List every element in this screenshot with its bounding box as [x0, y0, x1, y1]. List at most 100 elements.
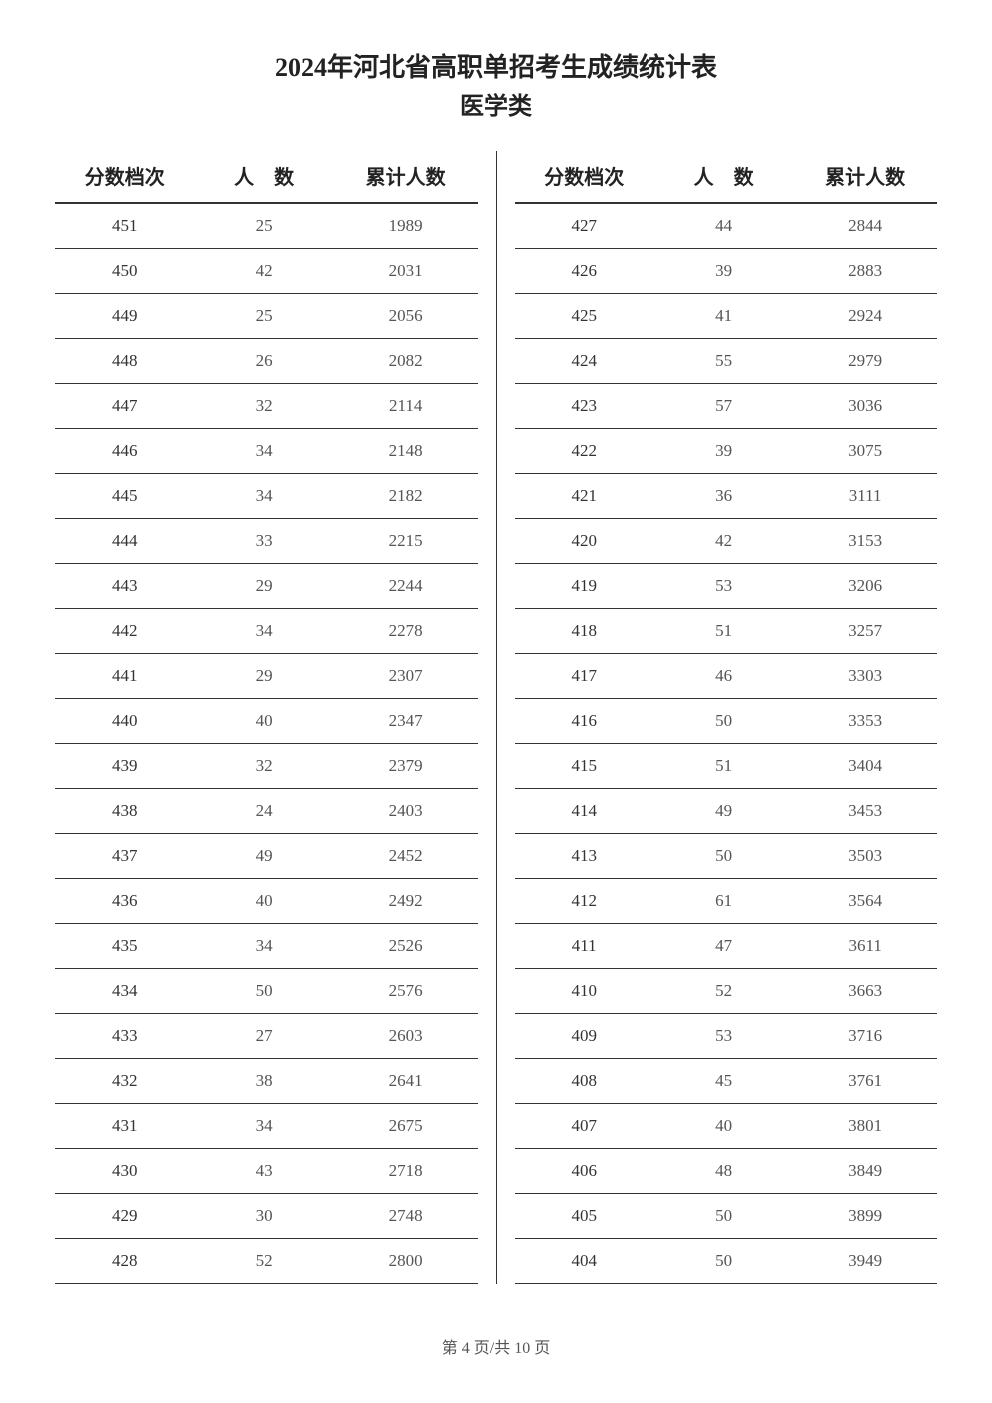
table-row: 420423153 — [515, 519, 938, 564]
header-count: 人 数 — [194, 151, 333, 203]
table-row: 417463303 — [515, 654, 938, 699]
count-cell: 52 — [194, 1239, 333, 1284]
table-row: 437492452 — [55, 834, 478, 879]
cumulative-cell: 3801 — [793, 1104, 937, 1149]
cumulative-cell: 2307 — [334, 654, 478, 699]
cumulative-cell: 2244 — [334, 564, 478, 609]
cumulative-cell: 2748 — [334, 1194, 478, 1239]
count-cell: 43 — [194, 1149, 333, 1194]
count-cell: 34 — [194, 429, 333, 474]
cumulative-cell: 2347 — [334, 699, 478, 744]
table-row: 450422031 — [55, 249, 478, 294]
count-cell: 50 — [654, 1239, 793, 1284]
score-cell: 451 — [55, 203, 194, 249]
score-cell: 413 — [515, 834, 654, 879]
count-cell: 32 — [194, 744, 333, 789]
count-cell: 55 — [654, 339, 793, 384]
cumulative-cell: 2082 — [334, 339, 478, 384]
score-cell: 434 — [55, 969, 194, 1014]
cumulative-cell: 3453 — [793, 789, 937, 834]
table-row: 414493453 — [515, 789, 938, 834]
cumulative-cell: 2182 — [334, 474, 478, 519]
cumulative-cell: 2403 — [334, 789, 478, 834]
cumulative-cell: 2148 — [334, 429, 478, 474]
cumulative-cell: 2215 — [334, 519, 478, 564]
score-cell: 447 — [55, 384, 194, 429]
cumulative-cell: 1989 — [334, 203, 478, 249]
score-cell: 427 — [515, 203, 654, 249]
cumulative-cell: 3153 — [793, 519, 937, 564]
count-cell: 48 — [654, 1149, 793, 1194]
cumulative-cell: 3849 — [793, 1149, 937, 1194]
count-cell: 50 — [654, 834, 793, 879]
score-cell: 428 — [55, 1239, 194, 1284]
count-cell: 34 — [194, 1104, 333, 1149]
score-cell: 417 — [515, 654, 654, 699]
page-title: 2024年河北省高职单招考生成绩统计表 — [55, 50, 937, 86]
score-cell: 443 — [55, 564, 194, 609]
count-cell: 40 — [654, 1104, 793, 1149]
table-row: 443292244 — [55, 564, 478, 609]
table-row: 411473611 — [515, 924, 938, 969]
cumulative-cell: 2031 — [334, 249, 478, 294]
score-cell: 436 — [55, 879, 194, 924]
count-cell: 52 — [654, 969, 793, 1014]
score-cell: 441 — [55, 654, 194, 699]
cumulative-cell: 3303 — [793, 654, 937, 699]
score-cell: 437 — [55, 834, 194, 879]
table-row: 448262082 — [55, 339, 478, 384]
table-row: 438242403 — [55, 789, 478, 834]
score-cell: 418 — [515, 609, 654, 654]
count-cell: 25 — [194, 203, 333, 249]
score-cell: 435 — [55, 924, 194, 969]
score-cell: 406 — [515, 1149, 654, 1194]
cumulative-cell: 2452 — [334, 834, 478, 879]
count-cell: 34 — [194, 474, 333, 519]
score-cell: 432 — [55, 1059, 194, 1104]
score-cell: 423 — [515, 384, 654, 429]
cumulative-cell: 2379 — [334, 744, 478, 789]
table-row: 406483849 — [515, 1149, 938, 1194]
count-cell: 47 — [654, 924, 793, 969]
count-cell: 39 — [654, 249, 793, 294]
cumulative-cell: 2844 — [793, 203, 937, 249]
cumulative-cell: 2526 — [334, 924, 478, 969]
count-cell: 50 — [194, 969, 333, 1014]
table-row: 446342148 — [55, 429, 478, 474]
count-cell: 40 — [194, 879, 333, 924]
cumulative-cell: 3663 — [793, 969, 937, 1014]
table-row: 404503949 — [515, 1239, 938, 1284]
count-cell: 41 — [654, 294, 793, 339]
right-table-column: 分数档次 人 数 累计人数 42744284442639288342541292… — [515, 151, 938, 1284]
score-cell: 444 — [55, 519, 194, 564]
table-row: 423573036 — [515, 384, 938, 429]
score-cell: 414 — [515, 789, 654, 834]
score-cell: 440 — [55, 699, 194, 744]
count-cell: 53 — [654, 1014, 793, 1059]
count-cell: 61 — [654, 879, 793, 924]
score-cell: 430 — [55, 1149, 194, 1194]
score-cell: 445 — [55, 474, 194, 519]
count-cell: 29 — [194, 564, 333, 609]
column-divider — [496, 151, 497, 1284]
cumulative-cell: 3716 — [793, 1014, 937, 1059]
left-table-column: 分数档次 人 数 累计人数 45125198945042203144925205… — [55, 151, 478, 1284]
count-cell: 45 — [654, 1059, 793, 1104]
table-row: 422393075 — [515, 429, 938, 474]
count-cell: 42 — [654, 519, 793, 564]
table-row: 434502576 — [55, 969, 478, 1014]
table-row: 421363111 — [515, 474, 938, 519]
table-row: 431342675 — [55, 1104, 478, 1149]
cumulative-cell: 3899 — [793, 1194, 937, 1239]
count-cell: 27 — [194, 1014, 333, 1059]
cumulative-cell: 3353 — [793, 699, 937, 744]
cumulative-cell: 2641 — [334, 1059, 478, 1104]
score-cell: 411 — [515, 924, 654, 969]
cumulative-cell: 2883 — [793, 249, 937, 294]
table-row: 428522800 — [55, 1239, 478, 1284]
header-cumulative: 累计人数 — [793, 151, 937, 203]
score-cell: 405 — [515, 1194, 654, 1239]
count-cell: 49 — [194, 834, 333, 879]
score-cell: 416 — [515, 699, 654, 744]
cumulative-cell: 3949 — [793, 1239, 937, 1284]
